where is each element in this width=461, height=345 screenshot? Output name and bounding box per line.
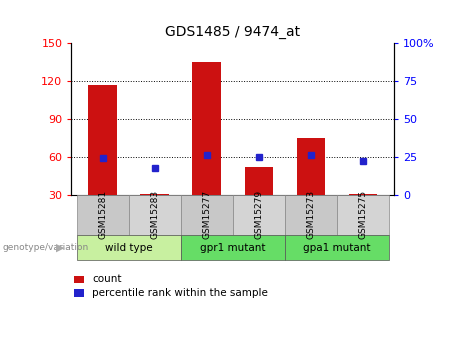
Text: ▶: ▶ [56,243,64,253]
Text: GSM15281: GSM15281 [98,190,107,239]
Title: GDS1485 / 9474_at: GDS1485 / 9474_at [165,25,301,39]
Bar [193,62,221,195]
Text: GSM15275: GSM15275 [358,190,367,239]
Bar [296,138,325,195]
Bar [89,85,117,195]
Text: percentile rank within the sample: percentile rank within the sample [92,288,268,298]
Bar [349,194,377,195]
Bar [141,194,169,195]
Text: GSM15277: GSM15277 [202,190,211,239]
Text: gpa1 mutant: gpa1 mutant [303,243,371,253]
Text: wild type: wild type [105,243,153,253]
Text: gpr1 mutant: gpr1 mutant [200,243,266,253]
Text: GSM15279: GSM15279 [254,190,263,239]
Bar [244,167,273,195]
Text: GSM15273: GSM15273 [307,190,315,239]
Text: count: count [92,275,122,284]
Text: genotype/variation: genotype/variation [2,243,89,252]
Text: GSM15283: GSM15283 [150,190,159,239]
